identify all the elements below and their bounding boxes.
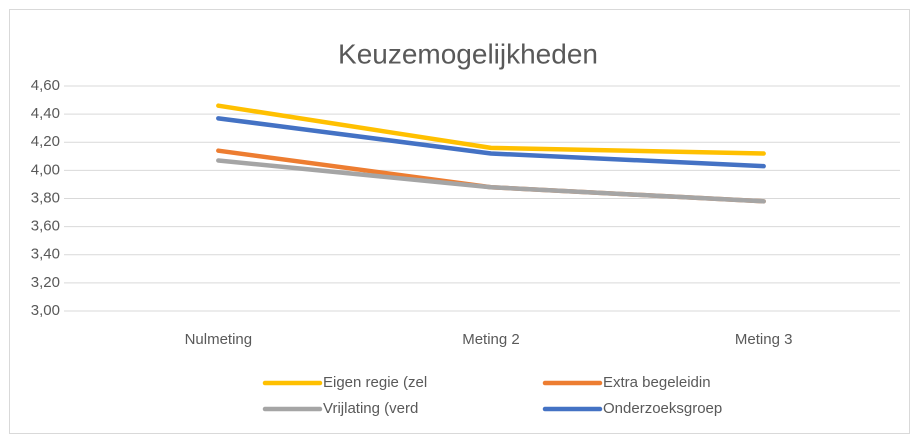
legend-label: Eigen regie (zel (323, 374, 427, 391)
y-tick-label: 4,20 (31, 133, 60, 150)
y-tick-label: 4,00 (31, 161, 60, 178)
y-tick-label: 3,80 (31, 189, 60, 206)
y-tick-label: 3,20 (31, 274, 60, 291)
y-tick-label: 3,40 (31, 246, 60, 263)
y-tick-label: 4,40 (31, 105, 60, 122)
series-line (216, 116, 766, 169)
y-tick-label: 3,60 (31, 218, 60, 235)
x-tick-label: Meting 2 (462, 331, 520, 348)
series-line (216, 103, 766, 156)
chart-title: Keuzemogelijkheden (338, 38, 598, 69)
chart-border (9, 9, 910, 434)
legend-label: Onderzoeksgroep (603, 400, 722, 417)
y-tick-label: 3,00 (31, 302, 60, 319)
legend-label: Vrijlating (verd (323, 400, 418, 417)
series-line (216, 158, 766, 204)
y-tick-label: 4,60 (31, 77, 60, 94)
legend-label: Extra begeleidin (603, 374, 711, 391)
x-tick-label: Meting 3 (735, 331, 793, 348)
x-tick-label: Nulmeting (185, 331, 253, 348)
